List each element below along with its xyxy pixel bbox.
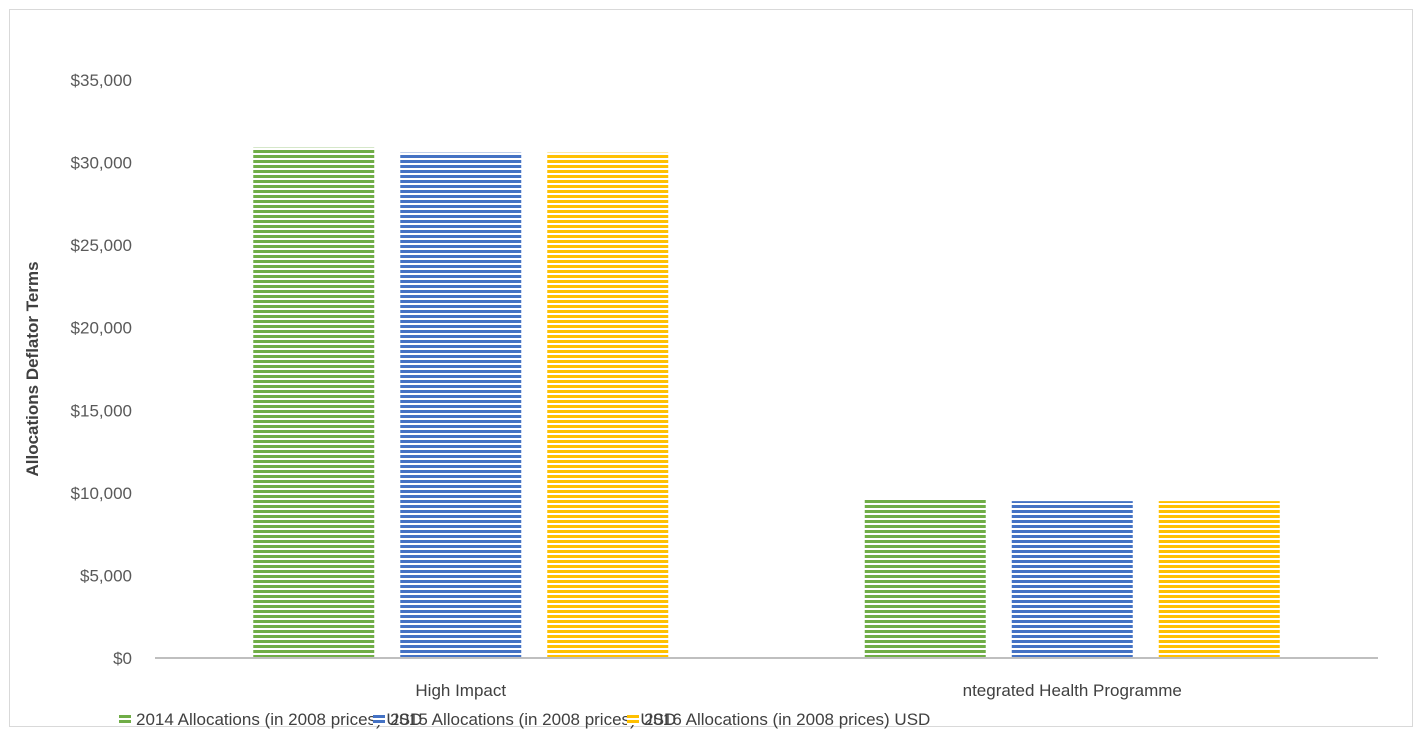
bar-3-2 (1158, 501, 1280, 658)
x-category-label: ntegrated Health Programme (963, 681, 1182, 700)
y-tick-label: $25,000 (71, 236, 132, 255)
y-axis-ticks: $0 $5,000 $10,000 $15,000 $20,000 $25,000 $30,… (71, 71, 132, 668)
legend-swatch (373, 713, 385, 725)
bar-2-1 (400, 152, 522, 659)
legend-label: 2016 Allocations (in 2008 prices) USD (644, 710, 930, 729)
legend-swatch (627, 713, 639, 725)
y-tick-label: $20,000 (71, 319, 132, 338)
bar-1-2 (864, 499, 986, 658)
x-axis-categories: High Impact ntegrated Health Programme (415, 681, 1181, 700)
y-tick-label: $10,000 (71, 484, 132, 503)
legend-swatch (119, 713, 131, 725)
y-axis-label: Allocations Deflator Terms (23, 261, 42, 476)
y-tick-label: $30,000 (71, 154, 132, 173)
legend-label: 2015 Allocations (in 2008 prices) USD (390, 710, 676, 729)
bars (253, 147, 1280, 659)
x-category-label: High Impact (415, 681, 506, 700)
y-tick-label: $0 (113, 649, 132, 668)
y-tick-label: $15,000 (71, 401, 132, 420)
y-tick-label: $5,000 (80, 566, 132, 585)
legend: 2014 Allocations (in 2008 prices) USD201… (119, 710, 930, 729)
bar-1-1 (253, 147, 375, 659)
y-tick-label: $35,000 (71, 71, 132, 90)
bar-3-1 (547, 152, 669, 659)
bar-2-2 (1011, 501, 1133, 658)
legend-label: 2014 Allocations (in 2008 prices) USD (136, 710, 422, 729)
